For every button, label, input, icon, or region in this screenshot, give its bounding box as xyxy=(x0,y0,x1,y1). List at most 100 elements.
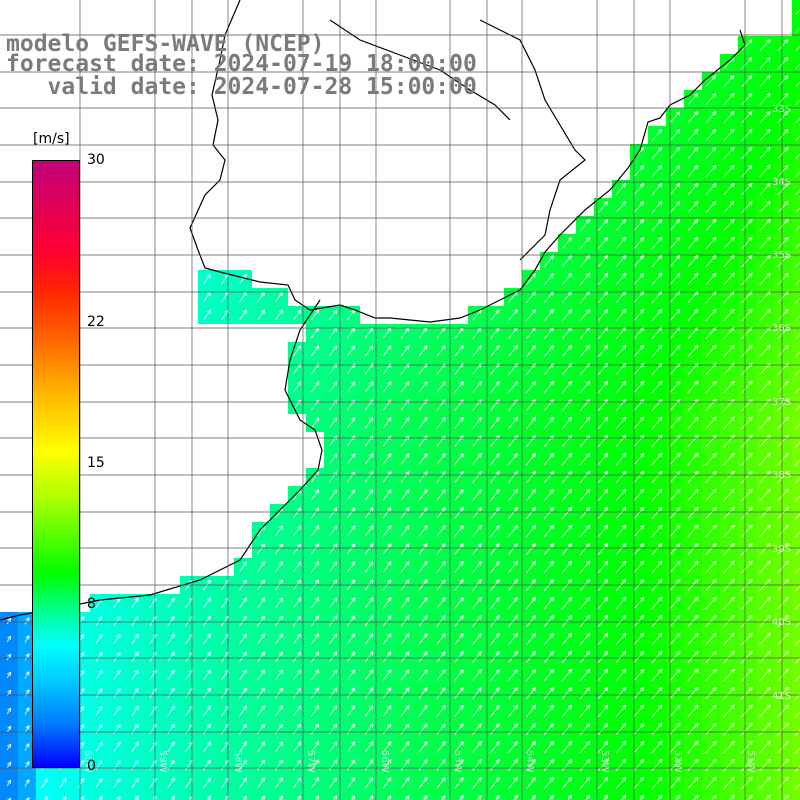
wind-arrow xyxy=(633,398,645,412)
wind-arrow xyxy=(669,776,681,790)
latitude-label: 41S xyxy=(772,691,791,702)
wind-arrow xyxy=(579,488,591,501)
wind-arrow xyxy=(759,380,771,394)
wind-arrow xyxy=(741,560,753,574)
wind-arrow xyxy=(651,129,663,141)
wind-arrow xyxy=(41,777,49,788)
wind-arrow xyxy=(328,525,338,537)
wind-arrow xyxy=(579,273,591,285)
wind-arrow xyxy=(598,201,608,213)
wind-arrow xyxy=(436,489,446,501)
wind-arrow xyxy=(310,309,320,321)
wind-arrow xyxy=(508,543,518,555)
wind-arrow xyxy=(310,543,320,555)
wind-arrow xyxy=(400,687,410,699)
wind-arrow xyxy=(795,423,800,430)
wind-arrow xyxy=(526,309,536,321)
colorbar-tick-label: 15 xyxy=(87,455,105,471)
wind-arrow xyxy=(382,435,392,447)
wind-arrow xyxy=(687,650,699,664)
wind-speed-cell xyxy=(792,324,800,342)
wind-arrow xyxy=(328,417,338,429)
wind-arrow xyxy=(508,777,518,789)
wind-arrow xyxy=(795,747,800,754)
wind-arrow xyxy=(274,651,284,663)
wind-arrow xyxy=(633,722,645,736)
wind-arrow xyxy=(423,795,428,800)
wind-arrow xyxy=(723,129,735,141)
wind-arrow xyxy=(579,596,591,609)
wind-arrow xyxy=(346,615,356,627)
wind-arrow xyxy=(170,795,175,800)
longitude-label: 57W xyxy=(305,750,316,773)
wind-speed-cell xyxy=(576,792,594,800)
wind-arrow xyxy=(723,308,735,322)
wind-arrow xyxy=(561,398,573,411)
wind-arrow xyxy=(579,434,591,447)
wind-arrow xyxy=(328,759,338,771)
wind-arrow xyxy=(310,741,320,753)
wind-arrow xyxy=(134,795,139,800)
title-valid-date: valid date: 2024-07-28 15:00:00 xyxy=(6,74,477,100)
wind-arrow xyxy=(687,93,699,105)
wind-arrow xyxy=(723,488,735,502)
wind-arrow xyxy=(741,776,753,790)
wind-arrow xyxy=(454,651,464,663)
wind-arrow xyxy=(292,525,302,537)
wind-arrow xyxy=(292,561,302,573)
wind-arrow xyxy=(292,777,302,789)
wind-arrow xyxy=(113,669,121,681)
wind-arrow xyxy=(633,740,645,754)
wind-arrow xyxy=(274,705,284,717)
wind-arrow xyxy=(741,236,753,250)
wind-arrow xyxy=(705,470,717,484)
wind-arrow xyxy=(477,795,482,800)
wind-arrow xyxy=(508,759,518,771)
wind-arrow xyxy=(741,272,753,286)
wind-arrow xyxy=(741,129,753,141)
wind-arrow xyxy=(400,507,410,519)
wind-arrow xyxy=(597,704,609,718)
wind-speed-cell xyxy=(792,252,800,270)
wind-arrow xyxy=(561,614,573,627)
wind-arrow xyxy=(400,435,410,447)
wind-speed-cell xyxy=(0,792,18,800)
wind-speed-cell xyxy=(558,792,576,800)
wind-arrow xyxy=(400,633,410,645)
wind-arrow xyxy=(741,164,753,177)
wind-arrow xyxy=(687,147,699,159)
wind-arrow xyxy=(651,542,663,556)
wind-arrow xyxy=(795,261,800,268)
wind-arrow xyxy=(441,795,446,800)
wind-arrow xyxy=(777,686,789,700)
wind-arrow xyxy=(543,776,555,789)
wind-arrow xyxy=(777,758,789,772)
wind-arrow xyxy=(203,309,211,321)
wind-speed-cell xyxy=(792,90,800,108)
wind-arrow xyxy=(405,795,410,800)
wind-speed-cell xyxy=(90,792,108,800)
wind-speed-cell xyxy=(792,0,800,18)
wind-arrow xyxy=(24,707,30,715)
wind-arrow xyxy=(561,416,573,429)
wind-arrow xyxy=(795,27,800,33)
wind-arrow xyxy=(795,765,800,772)
wind-arrow xyxy=(364,633,374,645)
wind-arrow xyxy=(705,560,717,574)
wind-arrow xyxy=(24,671,30,679)
wind-arrow xyxy=(687,236,699,249)
wind-arrow xyxy=(741,758,753,772)
wind-arrow xyxy=(597,344,609,357)
wind-arrow xyxy=(274,777,284,789)
wind-arrow xyxy=(490,417,500,429)
wind-arrow xyxy=(777,218,789,232)
wind-arrow xyxy=(687,129,699,141)
wind-arrow xyxy=(24,761,30,769)
wind-arrow xyxy=(561,434,573,447)
wind-arrow xyxy=(759,488,771,502)
wind-arrow xyxy=(364,597,374,609)
wind-arrow xyxy=(633,308,645,321)
wind-arrow xyxy=(561,380,573,393)
wind-arrow xyxy=(597,470,609,484)
wind-arrow xyxy=(759,182,771,195)
